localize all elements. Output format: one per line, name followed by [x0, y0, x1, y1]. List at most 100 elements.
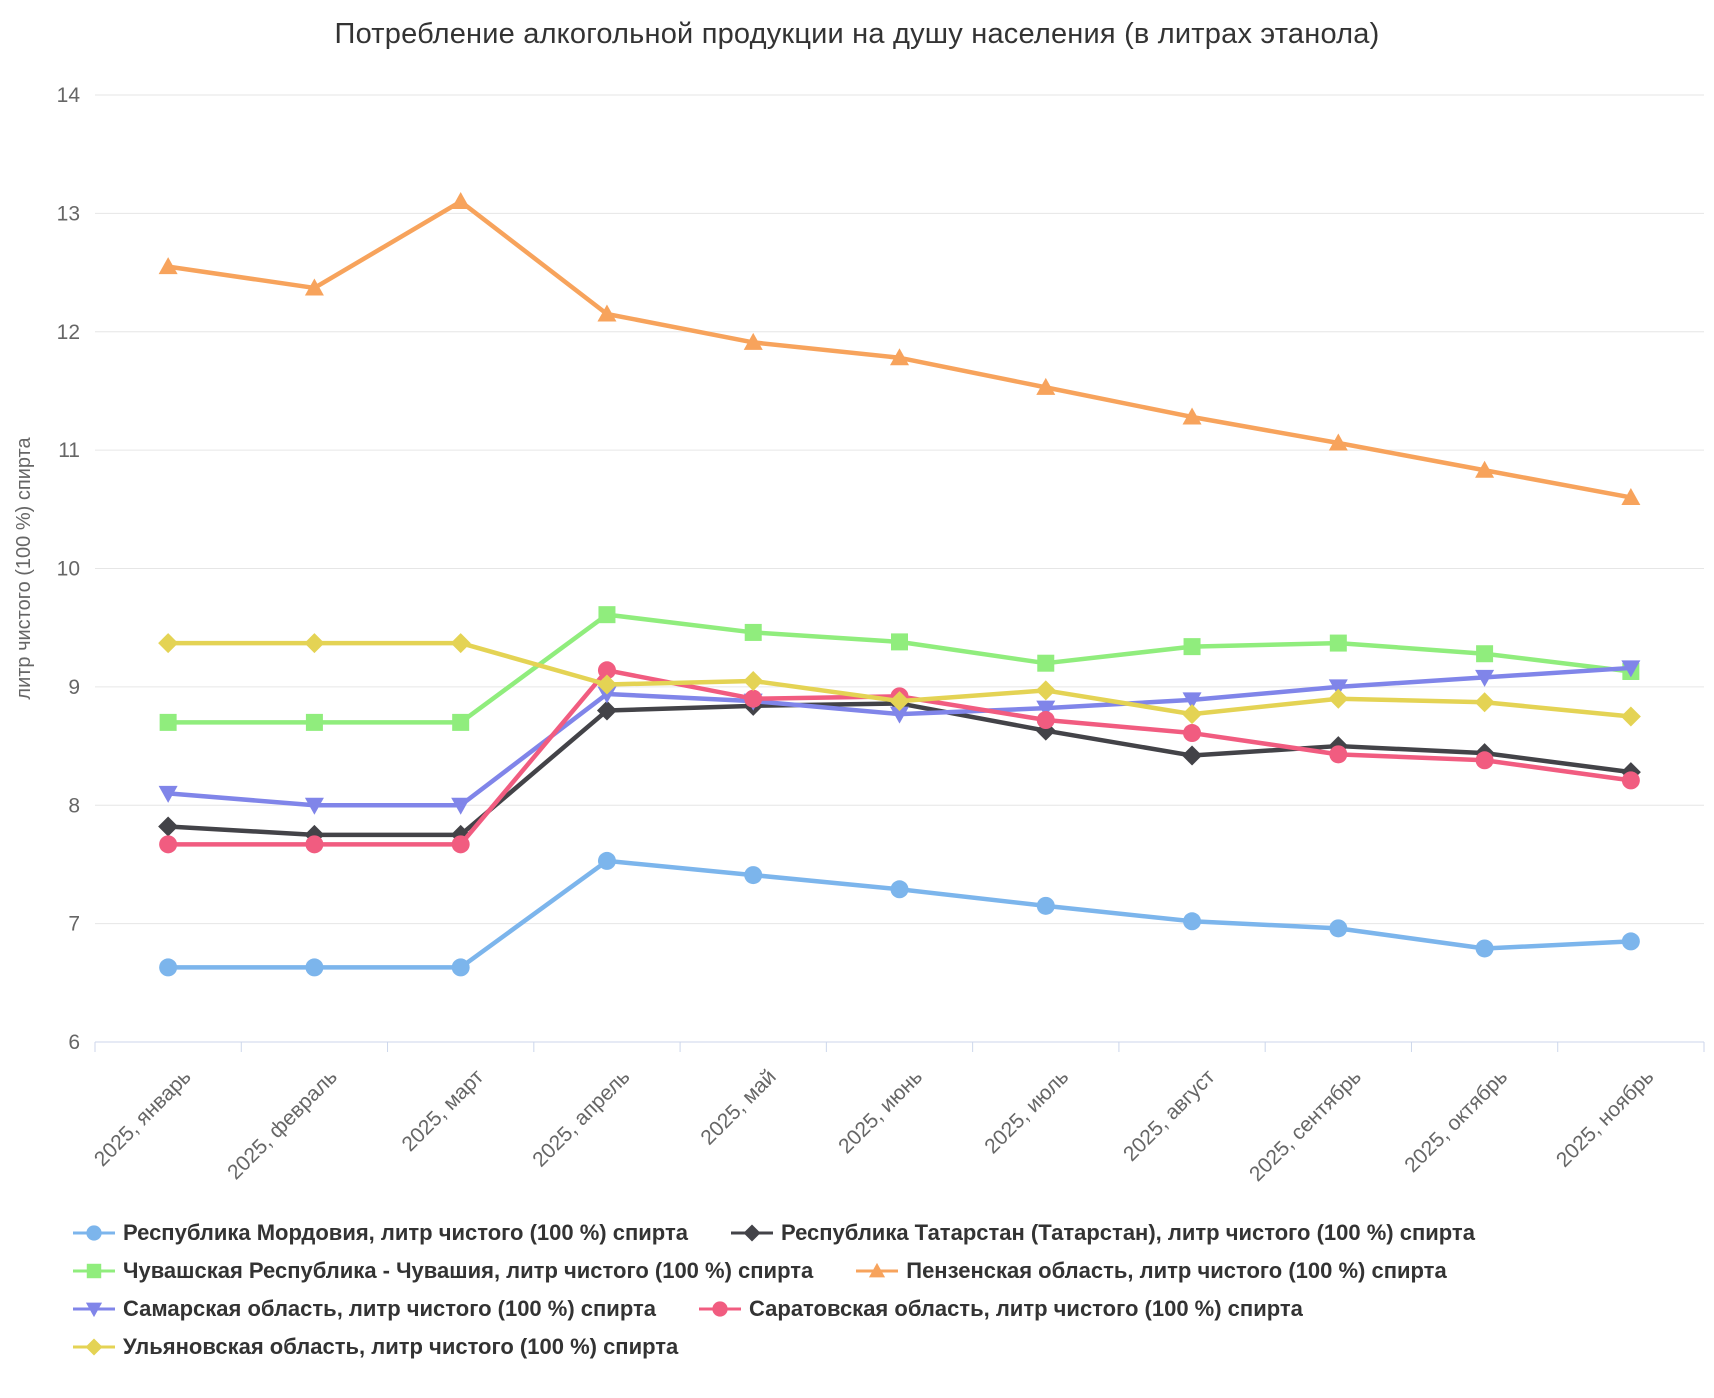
data-point[interactable] — [1329, 634, 1347, 652]
series-0[interactable] — [159, 851, 1640, 977]
data-point[interactable] — [158, 257, 178, 275]
legend-marker — [73, 1225, 115, 1241]
data-point[interactable] — [451, 797, 471, 815]
series-5[interactable] — [159, 661, 1640, 854]
legend-marker — [698, 1301, 741, 1317]
data-point[interactable] — [1475, 939, 1494, 958]
data-point[interactable] — [597, 661, 616, 680]
x-axis-category-label: 2025, июль — [980, 1065, 1073, 1158]
series-6[interactable] — [158, 633, 1641, 727]
legend-item-6[interactable]: Ульяновская область, литр чистого (100 %… — [72, 1334, 678, 1360]
legend-label: Ульяновская область, литр чистого (100 %… — [123, 1334, 679, 1359]
series-2[interactable] — [159, 606, 1640, 731]
x-axis-category-label: 2025, март — [397, 1065, 488, 1156]
data-point[interactable] — [305, 958, 324, 977]
data-point[interactable] — [743, 332, 763, 350]
data-point[interactable] — [304, 633, 325, 654]
data-point[interactable] — [1037, 654, 1055, 672]
legend-item-1[interactable]: Республика Татарстан (Татарстан), литр ч… — [730, 1220, 1475, 1246]
data-point[interactable] — [744, 689, 763, 708]
y-axis-tick-label: 7 — [68, 913, 80, 936]
y-axis-title: литр чистого (100 %) спирта — [13, 437, 35, 700]
data-point[interactable] — [744, 623, 762, 641]
data-point[interactable] — [158, 633, 179, 654]
legend: Республика Мордовия, литр чистого (100 %… — [72, 1220, 1642, 1360]
data-point[interactable] — [1183, 724, 1202, 743]
data-point[interactable] — [597, 851, 616, 870]
plot-area: 6 7 8 9 10 11 12 13 14 2025, январь 2025, февраль 2… — [13, 84, 1705, 1186]
data-point[interactable] — [744, 866, 763, 885]
data-point[interactable] — [598, 606, 616, 624]
data-point[interactable] — [1621, 660, 1641, 678]
data-point[interactable] — [452, 713, 470, 731]
data-point[interactable] — [304, 797, 324, 815]
data-point[interactable] — [1036, 700, 1056, 718]
legend-item-3[interactable]: Пензенская область, литр чистого (100 %)… — [855, 1258, 1447, 1284]
data-point[interactable] — [305, 835, 324, 854]
data-point[interactable] — [1035, 680, 1056, 701]
legend-label: Чувашская Республика - Чувашия, литр чис… — [123, 1258, 814, 1283]
data-point[interactable] — [1182, 692, 1202, 710]
data-point[interactable] — [596, 700, 617, 721]
data-point[interactable] — [890, 348, 909, 366]
legend-item-5[interactable]: Саратовская область, литр чистого (100 %… — [698, 1296, 1303, 1322]
data-point[interactable] — [1328, 679, 1348, 697]
data-point[interactable] — [159, 958, 178, 977]
data-point[interactable] — [450, 633, 471, 654]
data-point[interactable] — [305, 713, 323, 731]
data-point[interactable] — [451, 958, 470, 977]
data-point[interactable] — [891, 633, 908, 651]
data-point[interactable] — [159, 713, 177, 731]
data-point[interactable] — [159, 835, 178, 854]
data-point[interactable] — [596, 674, 617, 695]
data-point[interactable] — [890, 880, 909, 899]
data-point[interactable] — [1476, 645, 1494, 663]
series-line[interactable] — [165, 858, 1634, 970]
data-point[interactable] — [1183, 638, 1201, 656]
data-point[interactable] — [451, 835, 470, 854]
data-point[interactable] — [1329, 745, 1348, 764]
data-point[interactable] — [1183, 912, 1202, 931]
data-point[interactable] — [1328, 688, 1349, 709]
y-axis-tick-label: 13 — [57, 202, 80, 225]
legend-item-4[interactable]: Самарская область, литр чистого (100 %) … — [72, 1296, 656, 1322]
x-axis-category-label: 2025, октябрь — [1400, 1065, 1512, 1177]
data-point[interactable] — [1329, 919, 1348, 938]
data-point[interactable] — [1620, 706, 1641, 727]
data-point[interactable] — [451, 192, 471, 210]
data-point[interactable] — [1474, 692, 1495, 713]
data-point[interactable] — [1475, 751, 1494, 770]
legend-item-2[interactable]: Чувашская Республика - Чувашия, литр чис… — [72, 1258, 813, 1284]
data-point[interactable] — [1621, 487, 1641, 505]
data-point[interactable] — [1036, 377, 1056, 395]
data-point[interactable] — [304, 278, 324, 296]
y-axis-tick-label: 8 — [68, 794, 80, 817]
data-point[interactable] — [1036, 896, 1055, 915]
data-point[interactable] — [889, 691, 910, 712]
data-point[interactable] — [1036, 711, 1055, 730]
y-axis-tick-label: 12 — [57, 321, 80, 344]
legend-marker — [73, 1338, 115, 1356]
legend-label: Пензенская область, литр чистого (100 %)… — [906, 1258, 1447, 1283]
data-point[interactable] — [890, 706, 909, 724]
legend-label: Самарская область, литр чистого (100 %) … — [123, 1296, 656, 1321]
data-point[interactable] — [1182, 745, 1203, 766]
series-4[interactable] — [158, 660, 1641, 815]
data-point[interactable] — [1182, 704, 1203, 725]
series-3[interactable] — [158, 192, 1641, 505]
data-point[interactable] — [1182, 407, 1202, 425]
legend-item-0[interactable]: Республика Мордовия, литр чистого (100 %… — [72, 1220, 688, 1246]
data-point[interactable] — [597, 304, 617, 322]
square-marker-icon — [86, 1263, 102, 1279]
data-point[interactable] — [743, 670, 764, 691]
data-point[interactable] — [597, 686, 617, 704]
data-point[interactable] — [1621, 771, 1640, 790]
data-point[interactable] — [1475, 669, 1495, 687]
data-point[interactable] — [1621, 932, 1640, 951]
x-axis-category-label: 2025, май — [696, 1065, 780, 1149]
data-point[interactable] — [1328, 433, 1348, 451]
data-point[interactable] — [1475, 460, 1495, 478]
y-axis-tick-label: 9 — [68, 676, 80, 699]
data-point[interactable] — [158, 785, 178, 803]
data-point[interactable] — [158, 816, 179, 837]
